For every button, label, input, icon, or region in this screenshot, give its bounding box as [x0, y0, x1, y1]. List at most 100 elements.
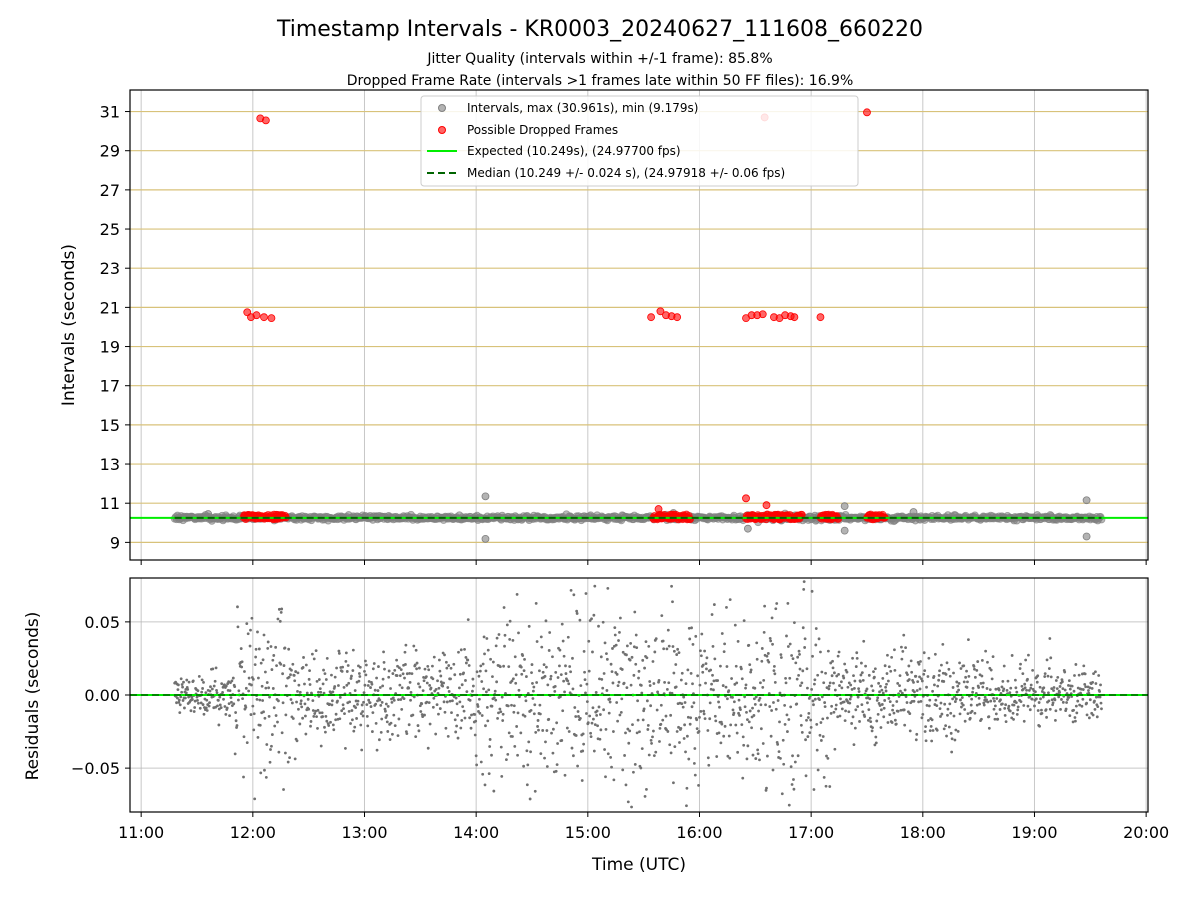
top-y-tick-label: 15 — [100, 416, 120, 435]
residual-point — [954, 697, 958, 701]
residual-point — [274, 645, 278, 649]
residual-point — [251, 704, 255, 708]
residual-point — [357, 672, 361, 675]
residual-point — [299, 702, 303, 706]
x-tick-label: 17:00 — [788, 823, 834, 842]
residual-point — [838, 714, 842, 718]
residual-point — [487, 688, 491, 692]
x-tick-label: 18:00 — [900, 823, 946, 842]
residual-point — [382, 650, 385, 654]
residual-point — [760, 659, 764, 663]
residual-point — [379, 730, 383, 734]
residual-point — [735, 681, 739, 685]
residual-point — [967, 638, 970, 642]
chart-subtitle-jitter: Jitter Quality (intervals within +/-1 fr… — [426, 51, 772, 67]
residual-point — [507, 665, 511, 669]
residual-point — [1077, 673, 1081, 677]
residual-point — [304, 732, 308, 736]
residual-point — [626, 727, 630, 731]
residual-point — [1000, 685, 1004, 689]
residual-point — [651, 660, 655, 663]
residual-point — [366, 684, 370, 687]
residual-point — [437, 712, 440, 716]
residual-point — [980, 658, 984, 662]
residual-point — [768, 705, 772, 708]
residual-point — [783, 704, 787, 707]
residual-point — [391, 696, 395, 700]
residual-point — [819, 739, 823, 742]
residual-point — [379, 703, 383, 707]
residual-point — [331, 690, 335, 694]
residual-point — [386, 730, 390, 733]
residual-point — [949, 711, 953, 715]
residual-point — [868, 716, 872, 720]
residual-point — [527, 740, 531, 744]
residual-point — [484, 690, 488, 694]
residual-point — [925, 704, 929, 707]
residual-point — [805, 718, 808, 722]
residual-point — [952, 714, 956, 718]
residual-point — [968, 716, 972, 720]
residual-point — [915, 689, 919, 692]
residual-point — [305, 691, 309, 695]
residual-point — [381, 677, 385, 681]
residual-point — [786, 730, 789, 733]
residual-point — [906, 673, 909, 677]
residual-point — [384, 709, 387, 713]
residual-point — [1060, 678, 1064, 681]
residual-point — [770, 709, 773, 712]
residual-point — [604, 775, 607, 779]
residual-point — [361, 714, 365, 718]
residual-point — [832, 681, 835, 685]
residual-point — [195, 695, 199, 699]
residual-point — [666, 730, 670, 733]
residual-point — [420, 702, 424, 706]
residual-point — [1014, 701, 1018, 704]
residual-point — [533, 703, 537, 707]
residual-point — [258, 698, 262, 702]
residual-point — [603, 641, 607, 645]
residual-point — [928, 729, 932, 733]
residual-point — [592, 613, 596, 617]
residual-point — [474, 719, 478, 723]
legend-box — [420, 95, 859, 187]
residual-point — [562, 654, 566, 658]
residual-point — [325, 719, 329, 723]
residual-point — [784, 676, 787, 680]
residual-point — [593, 723, 597, 727]
residual-point — [468, 716, 472, 720]
residual-point — [543, 674, 547, 678]
residual-point — [621, 768, 625, 772]
residual-point — [801, 669, 805, 673]
residual-point — [990, 677, 994, 681]
residual-point — [945, 661, 949, 665]
residual-point — [803, 646, 807, 649]
residual-point — [893, 668, 897, 672]
residual-point — [694, 634, 698, 638]
residual-point — [530, 663, 534, 666]
residual-point — [564, 672, 568, 675]
residual-point — [396, 734, 400, 737]
residual-point — [591, 706, 595, 710]
interval-outlier-point — [840, 526, 849, 535]
residual-point — [890, 655, 894, 659]
residual-point — [588, 714, 592, 718]
residual-point — [977, 696, 981, 700]
residual-point — [689, 716, 693, 720]
residual-point — [1061, 687, 1065, 691]
residual-point — [671, 645, 675, 648]
residual-point — [1040, 708, 1043, 712]
residual-point — [685, 786, 689, 790]
residual-point — [304, 714, 307, 718]
residual-point — [371, 730, 374, 733]
residual-point — [900, 645, 903, 649]
residual-point — [464, 679, 467, 682]
residual-point — [702, 712, 706, 716]
residual-point — [460, 683, 464, 687]
residual-point — [462, 671, 465, 675]
residual-point — [511, 735, 514, 738]
residual-point — [1095, 715, 1099, 719]
residual-point — [571, 687, 575, 691]
residual-point — [615, 701, 619, 704]
